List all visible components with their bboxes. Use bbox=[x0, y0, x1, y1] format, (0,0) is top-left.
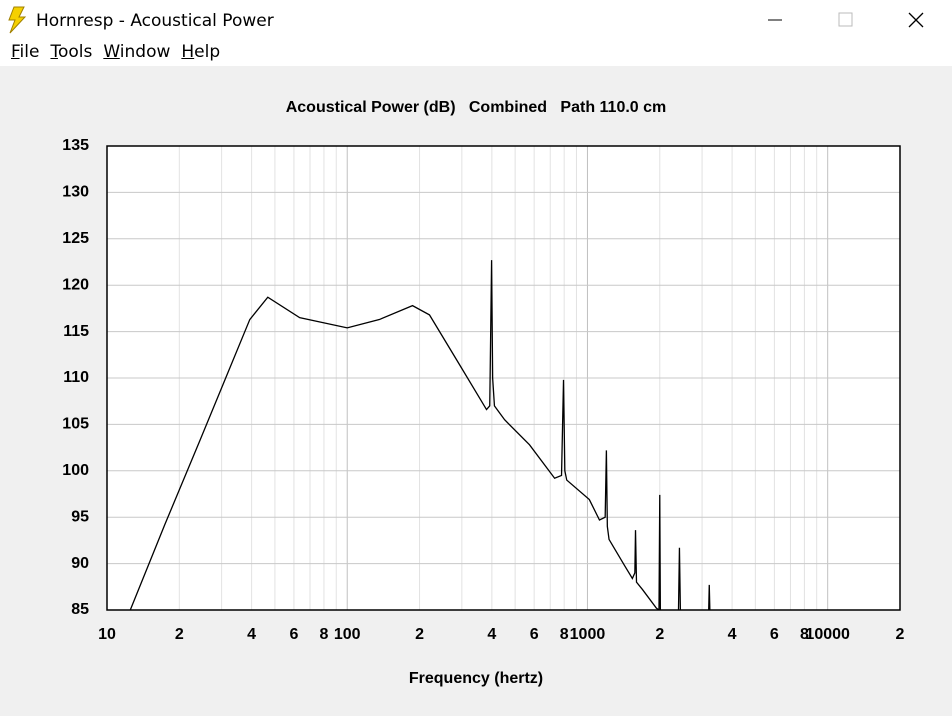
y-tick-label: 110 bbox=[63, 369, 89, 386]
x-tick-label: 8 bbox=[800, 626, 809, 643]
title-bar: Hornresp - Acoustical Power bbox=[0, 0, 952, 38]
app-icon bbox=[8, 6, 27, 34]
x-tick-label: 8 bbox=[560, 626, 569, 643]
plot-border bbox=[106, 145, 901, 611]
x-tick-label: 6 bbox=[530, 626, 539, 643]
chart-title: Acoustical Power (dB) Combined Path 110.… bbox=[286, 99, 667, 116]
y-tick-label: 120 bbox=[62, 276, 89, 293]
x-axis-label: Frequency (hertz) bbox=[409, 670, 543, 687]
menu-item[interactable]: File bbox=[11, 42, 40, 62]
chart: Acoustical Power (dB) Combined Path 110.… bbox=[62, 99, 905, 687]
y-tick-label: 95 bbox=[71, 508, 89, 525]
x-tick-label: 4 bbox=[247, 626, 256, 643]
x-tick-label: 10 bbox=[98, 626, 116, 643]
x-tick-label: 2 bbox=[175, 626, 184, 643]
y-tick-label: 125 bbox=[62, 230, 89, 247]
close-button[interactable] bbox=[908, 12, 924, 28]
x-tick-label: 2 bbox=[896, 626, 905, 643]
x-tick-label: 2 bbox=[415, 626, 424, 643]
x-tick-label: 1000 bbox=[570, 626, 606, 643]
y-tick-label: 100 bbox=[62, 462, 89, 479]
y-tick-label: 105 bbox=[62, 416, 89, 433]
menu-bar: File Tools Window Help bbox=[0, 38, 952, 66]
x-tick-label: 8 bbox=[319, 626, 328, 643]
menu-item[interactable]: Window bbox=[103, 42, 171, 62]
menu-item[interactable]: Tools bbox=[50, 42, 93, 62]
x-tick-label: 6 bbox=[770, 626, 779, 643]
x-tick-label: 4 bbox=[728, 626, 737, 643]
y-tick-label: 130 bbox=[62, 184, 89, 201]
x-tick-label: 4 bbox=[487, 626, 496, 643]
x-tick-label: 6 bbox=[289, 626, 298, 643]
title-bar-graphics: Hornresp - Acoustical Power bbox=[8, 6, 924, 34]
y-tick-label: 90 bbox=[71, 555, 89, 572]
maximize-button[interactable] bbox=[838, 12, 853, 27]
x-tick-label: 100 bbox=[334, 626, 361, 643]
y-tick-label: 135 bbox=[62, 137, 89, 154]
y-tick-label: 115 bbox=[63, 323, 89, 340]
y-tick-label: 85 bbox=[71, 601, 89, 618]
data-line bbox=[129, 260, 711, 610]
menu-item[interactable]: Help bbox=[181, 42, 221, 62]
x-tick-label: 10000 bbox=[805, 626, 850, 643]
window-title: Hornresp - Acoustical Power bbox=[36, 11, 274, 31]
x-tick-label: 2 bbox=[655, 626, 664, 643]
